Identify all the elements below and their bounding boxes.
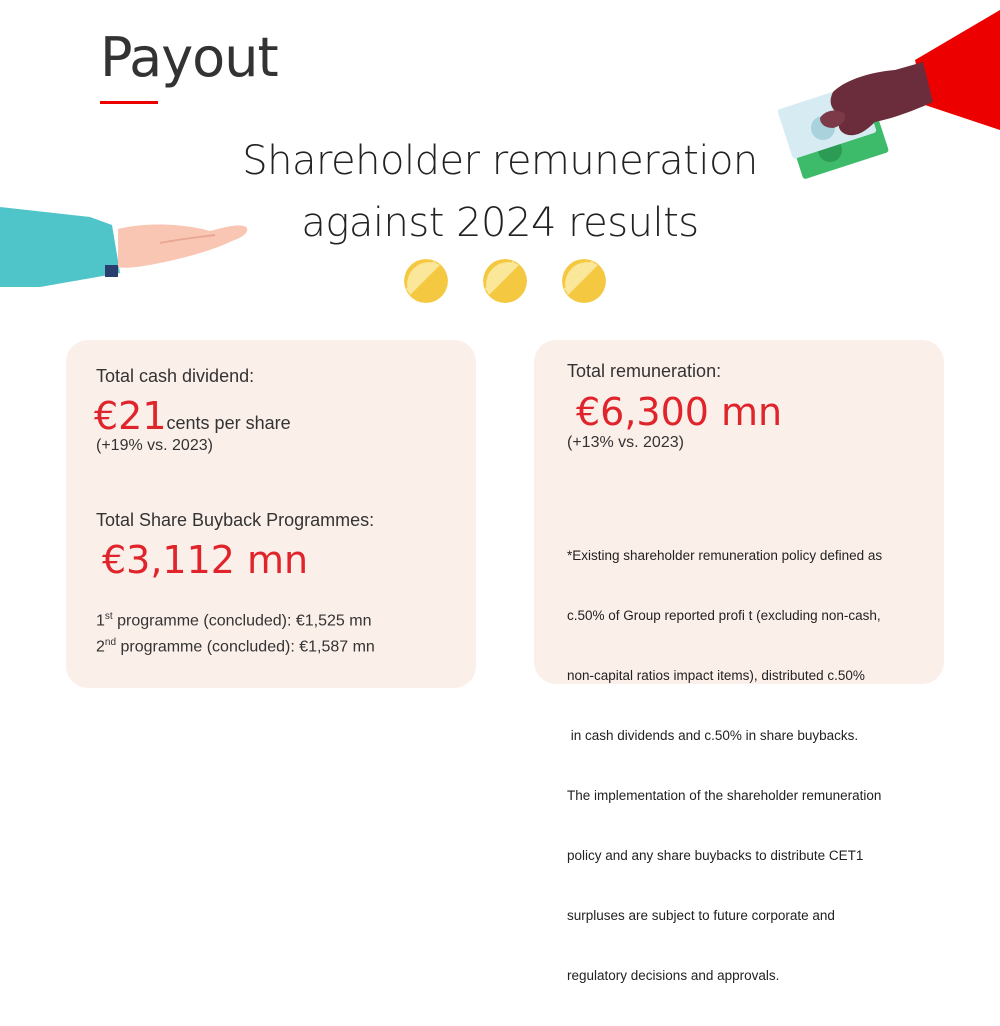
buyback-value: €3,112 mn (102, 538, 309, 582)
dividend-change: (+19% vs. 2023) (96, 437, 213, 454)
buyback-label: Total Share Buyback Programmes: (96, 510, 375, 530)
coin-icon (562, 259, 606, 303)
subtitle-line-1: Shareholder remuneration (242, 138, 758, 184)
dividend-figure: €21cents per share (94, 394, 291, 438)
dividend-buyback-card: Total cash dividend: €21cents per share … (66, 340, 476, 688)
dividend-unit: cents per share (166, 413, 291, 433)
policy-footnote: *Existing shareholder remuneration polic… (567, 506, 882, 1026)
footnote-line: regulatory decisions and approvals. (567, 968, 780, 983)
footnote-line: in cash dividends and c.50% in share buy… (567, 728, 859, 743)
footnote-line: *Existing shareholder remuneration polic… (567, 548, 883, 563)
programme-text: programme (concluded): €1,525 mn (112, 612, 372, 630)
total-remuneration-change: (+13% vs. 2023) (567, 434, 684, 451)
total-remuneration-card: Total remuneration: €6,300 mn (+13% vs. … (534, 340, 944, 983)
programme-ordinal: 1 (96, 612, 105, 630)
dividend-value: €21 (94, 394, 167, 438)
programme-ordinal: 2 (96, 638, 105, 656)
coin-icon (404, 259, 448, 303)
footnote-line: policy and any share buybacks to distrib… (567, 848, 864, 863)
title-underline (100, 101, 158, 104)
footnote-line: c.50% of Group reported profi t (excludi… (567, 608, 881, 623)
programme-text: programme (concluded): €1,587 mn (116, 638, 375, 656)
hand-with-money-icon (777, 10, 1000, 179)
dividend-label: Total cash dividend: (96, 366, 255, 386)
total-remuneration-value: €6,300 mn (576, 390, 783, 434)
coin-icon (483, 259, 527, 303)
receiving-hand-icon (0, 207, 248, 287)
programme-ordinal-suffix: st (104, 611, 113, 622)
subtitle-line-2: against 2024 results (301, 200, 699, 246)
page-title: Payout (100, 26, 279, 89)
programme-ordinal-suffix: nd (104, 637, 117, 649)
programme-list: 1st programme (concluded): €1,525 mn 2nd… (96, 606, 375, 659)
programme-item: 2nd programme (concluded): €1,587 mn (96, 632, 375, 658)
total-remuneration-label: Total remuneration: (567, 361, 722, 381)
footnote-line: surpluses are subject to future corporat… (567, 908, 835, 923)
footnote-line: non-capital ratios impact items), distri… (567, 668, 865, 683)
page-subtitle: Shareholder remuneration against 2024 re… (200, 130, 800, 254)
footnote-line: The implementation of the shareholder re… (567, 788, 882, 803)
programme-item: 1st programme (concluded): €1,525 mn (96, 606, 375, 632)
